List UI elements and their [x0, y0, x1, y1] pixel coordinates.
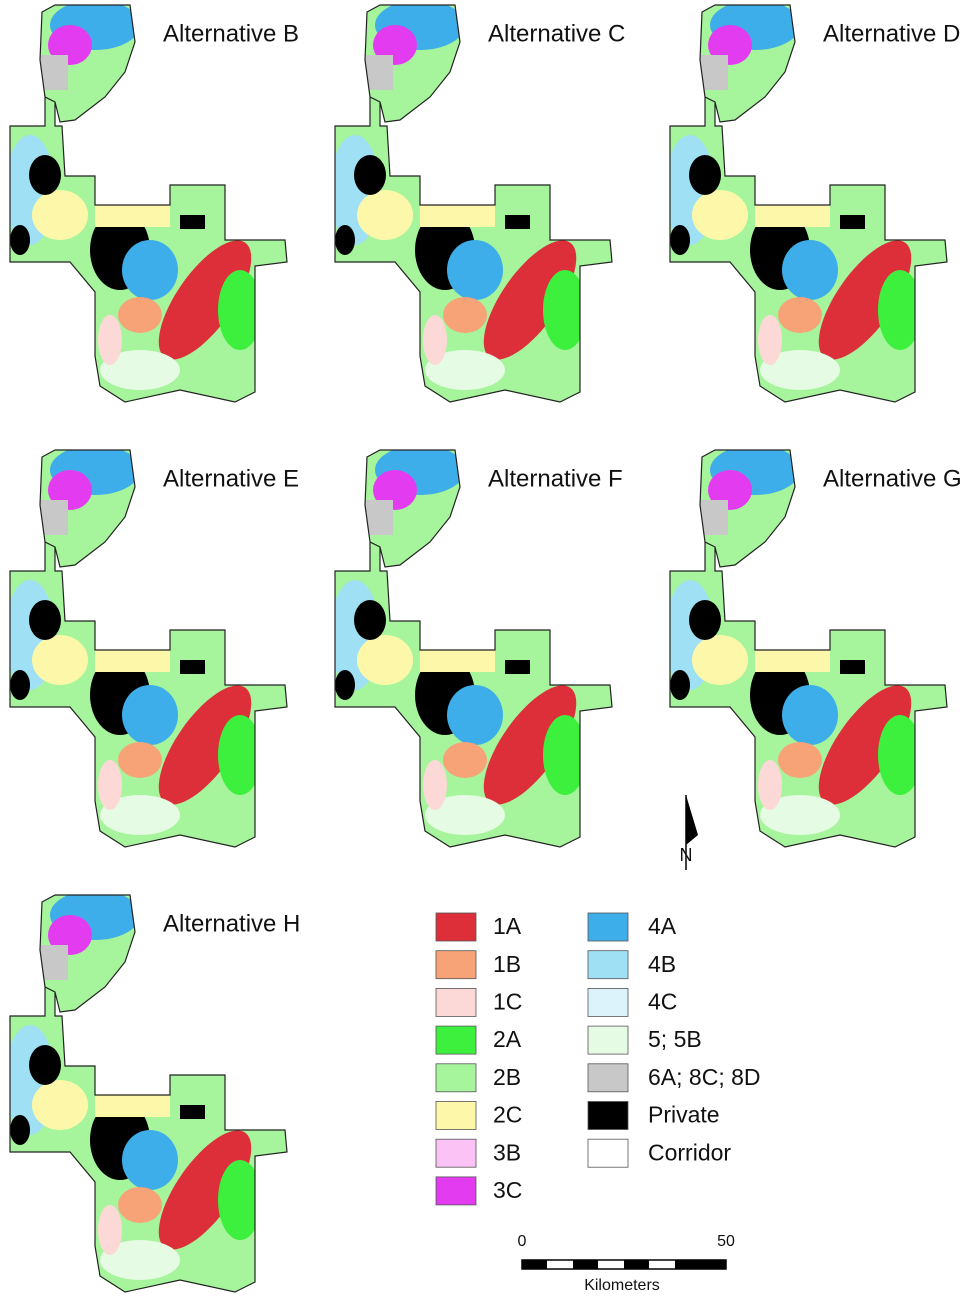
scale-tick-label: 50	[717, 1233, 735, 1250]
map	[0, 445, 300, 855]
map-panel: Alternative C	[325, 0, 625, 410]
panel-title: Alternative D	[823, 20, 960, 47]
legend: 1A 1B 1C 2A 2B 2C 3B 3C 4A 4B 4C 5; 5B 6A; 8C; 8D Pri…	[436, 913, 761, 1205]
map	[0, 890, 300, 1297]
panel-title: Alternative B	[163, 20, 299, 47]
map	[0, 0, 300, 410]
legend-label: 6A; 8C; 8D	[648, 1064, 761, 1090]
legend-label: 4A	[648, 913, 677, 939]
panel-title: Alternative H	[163, 910, 300, 937]
legend-label: 1A	[493, 913, 522, 939]
legend-swatch	[588, 1064, 628, 1092]
legend-swatch	[588, 988, 628, 1016]
legend-label: 2B	[493, 1064, 521, 1090]
map-panel: Alternative E	[0, 445, 300, 855]
panel-title: Alternative F	[488, 465, 623, 492]
map-panel: Alternative F	[325, 445, 625, 855]
scale-bar: 0 50 Kilometers	[518, 1233, 735, 1294]
map	[325, 0, 625, 410]
legend-swatch	[588, 1026, 628, 1054]
map-panel: Alternative B	[0, 0, 300, 410]
panels: Alternative B Alternative C Alternative D A…	[0, 0, 962, 1297]
legend-label: 5; 5B	[648, 1026, 702, 1052]
legend-swatch	[588, 1102, 628, 1130]
legend-label: 2A	[493, 1026, 522, 1052]
legend-swatch	[436, 1139, 476, 1167]
map	[660, 0, 960, 410]
map-panel: Alternative D	[660, 0, 960, 410]
legend-label: Corridor	[648, 1139, 731, 1165]
legend-swatch	[436, 1026, 476, 1054]
north-arrow: N	[680, 795, 699, 870]
scale-unit: Kilometers	[584, 1277, 660, 1294]
legend-label: 1B	[493, 951, 521, 977]
legend-label: 4B	[648, 951, 676, 977]
legend-swatch	[588, 1139, 628, 1167]
legend-swatch	[436, 1064, 476, 1092]
map-panel: Alternative H	[0, 890, 300, 1297]
legend-label: 3B	[493, 1139, 521, 1165]
map	[325, 445, 625, 855]
legend-label: 2C	[493, 1102, 522, 1128]
legend-swatch	[436, 1177, 476, 1205]
legend-swatch	[436, 951, 476, 979]
legend-swatch	[436, 1102, 476, 1130]
map-panel: Alternative G	[660, 445, 962, 855]
legend-swatch	[436, 988, 476, 1016]
panel-title: Alternative G	[823, 465, 962, 492]
north-label: N	[680, 845, 693, 865]
panel-title: Alternative C	[488, 20, 625, 47]
legend-label: 4C	[648, 988, 677, 1014]
legend-swatch	[588, 951, 628, 979]
panel-title: Alternative E	[163, 465, 299, 492]
legend-swatch	[436, 913, 476, 941]
scale-tick-label: 0	[518, 1233, 527, 1250]
figure: Alternative B Alternative C Alternative D A…	[0, 0, 973, 1297]
map	[660, 445, 960, 855]
legend-label: Private	[648, 1102, 720, 1128]
legend-label: 3C	[493, 1177, 522, 1203]
legend-label: 1C	[493, 988, 522, 1014]
legend-swatch	[588, 913, 628, 941]
